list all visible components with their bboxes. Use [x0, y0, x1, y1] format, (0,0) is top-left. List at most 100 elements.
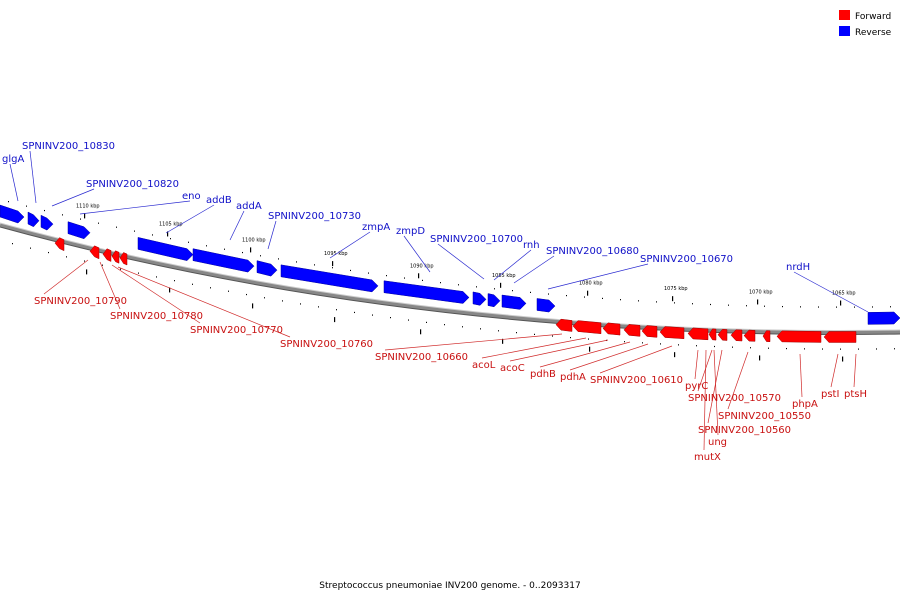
major-tick — [334, 317, 336, 323]
scale-tick — [314, 264, 315, 266]
forward-gene-arrow — [730, 329, 743, 342]
scale-tick — [786, 347, 787, 350]
forward-gene-arrow — [111, 250, 120, 264]
reverse-gene-arrow — [867, 311, 900, 325]
forward-gene-label: phpA — [792, 399, 818, 410]
scale-tick — [372, 314, 373, 316]
scale-tick — [210, 287, 211, 289]
reverse-gene-arrow — [383, 280, 470, 304]
legend: Forward Reverse — [839, 10, 892, 38]
scale-tick — [134, 230, 135, 232]
label-connector — [694, 349, 699, 380]
scale-tick — [8, 201, 9, 203]
scale-tick — [336, 309, 337, 311]
label-connector — [830, 353, 839, 388]
label-connector — [493, 249, 532, 281]
scale-label: 1070 kbp — [749, 289, 773, 295]
forward-gene-label: SPNINV200_10770 — [190, 325, 283, 336]
reverse-gene-label: zmpD — [396, 226, 425, 237]
reverse-gene-arrow — [472, 291, 487, 306]
forward-gene-arrow — [555, 318, 573, 332]
scale-tick — [710, 303, 711, 306]
scale-tick — [584, 296, 585, 298]
scale-tick — [876, 348, 877, 350]
scale-label: 1075 kbp — [664, 286, 688, 292]
scale-tick — [620, 299, 621, 301]
reverse-gene-arrow — [501, 294, 527, 310]
scale-tick — [404, 277, 405, 279]
forward-gene-label: pdhB — [530, 369, 556, 380]
scale-tick — [512, 290, 513, 292]
reverse-gene-label: SPNINV200_10680 — [546, 246, 639, 257]
major-tick — [502, 338, 504, 344]
major-tick — [842, 356, 844, 362]
label-connector — [799, 353, 803, 398]
scale-tick — [116, 226, 117, 228]
label-connector — [437, 243, 485, 280]
major-tick — [252, 303, 254, 309]
major-tick — [840, 300, 842, 306]
scale-tick — [170, 238, 171, 240]
major-tick — [167, 231, 169, 237]
forward-gene-label: SPNINV200_10560 — [698, 425, 791, 436]
scale-tick — [408, 319, 409, 321]
forward-gene-arrow — [54, 237, 65, 252]
scale-tick — [840, 348, 841, 350]
forward-gene-label: SPNINV200_10610 — [590, 375, 683, 386]
scale-tick — [386, 275, 387, 277]
scale-tick — [804, 348, 805, 350]
label-connector — [697, 349, 713, 392]
major-tick — [500, 282, 502, 288]
scale-label: 1065 kbp — [832, 291, 856, 297]
label-connector — [99, 261, 121, 310]
forward-gene-label: pdhA — [560, 372, 586, 383]
scale-tick — [264, 297, 265, 299]
label-connector — [547, 263, 649, 290]
scale-tick — [156, 276, 157, 278]
scale-tick — [602, 297, 603, 300]
scale-tick — [66, 256, 67, 258]
major-tick — [672, 296, 674, 302]
forward-gene-label: pstI — [821, 389, 839, 400]
scale-tick — [872, 306, 873, 308]
forward-gene-arrow — [602, 322, 621, 336]
scale-tick — [368, 272, 369, 274]
forward-gene-label: SPNINV200_10570 — [688, 393, 781, 404]
scale-tick — [548, 293, 549, 295]
forward-gene-label: SPNINV200_10760 — [280, 339, 373, 350]
scale-tick — [354, 311, 355, 314]
reverse-gene-arrow — [67, 221, 91, 240]
scale-tick — [192, 283, 193, 285]
scale-tick — [570, 336, 571, 339]
scale-tick — [84, 260, 85, 262]
major-tick — [250, 247, 252, 253]
forward-genes — [54, 237, 857, 343]
label-connector — [727, 351, 749, 410]
reverse-gene-arrow — [0, 204, 25, 224]
scale-tick — [674, 302, 675, 304]
scale-tick — [458, 284, 459, 286]
reverse-gene-label: addB — [206, 195, 232, 206]
scale-tick — [894, 348, 895, 350]
scale-tick — [800, 306, 801, 308]
forward-gene-arrow — [823, 331, 857, 343]
scale-label: 1080 kbp — [579, 281, 603, 287]
label-connector — [539, 341, 631, 368]
scale-tick — [12, 243, 13, 245]
label-connector — [403, 235, 431, 273]
scale-tick — [48, 251, 49, 254]
scale-tick — [422, 279, 423, 282]
reverse-gene-label: SPNINV200_10830 — [22, 141, 115, 152]
label-connector — [111, 264, 201, 324]
scale-tick — [62, 214, 63, 216]
scale-tick — [768, 347, 769, 349]
scale-tick — [660, 343, 661, 345]
major-tick — [169, 287, 171, 293]
label-connector — [165, 204, 215, 234]
scale-tick — [350, 269, 351, 272]
scale-tick — [836, 306, 837, 308]
scale-tick — [390, 317, 391, 319]
scale-tick — [746, 305, 747, 307]
